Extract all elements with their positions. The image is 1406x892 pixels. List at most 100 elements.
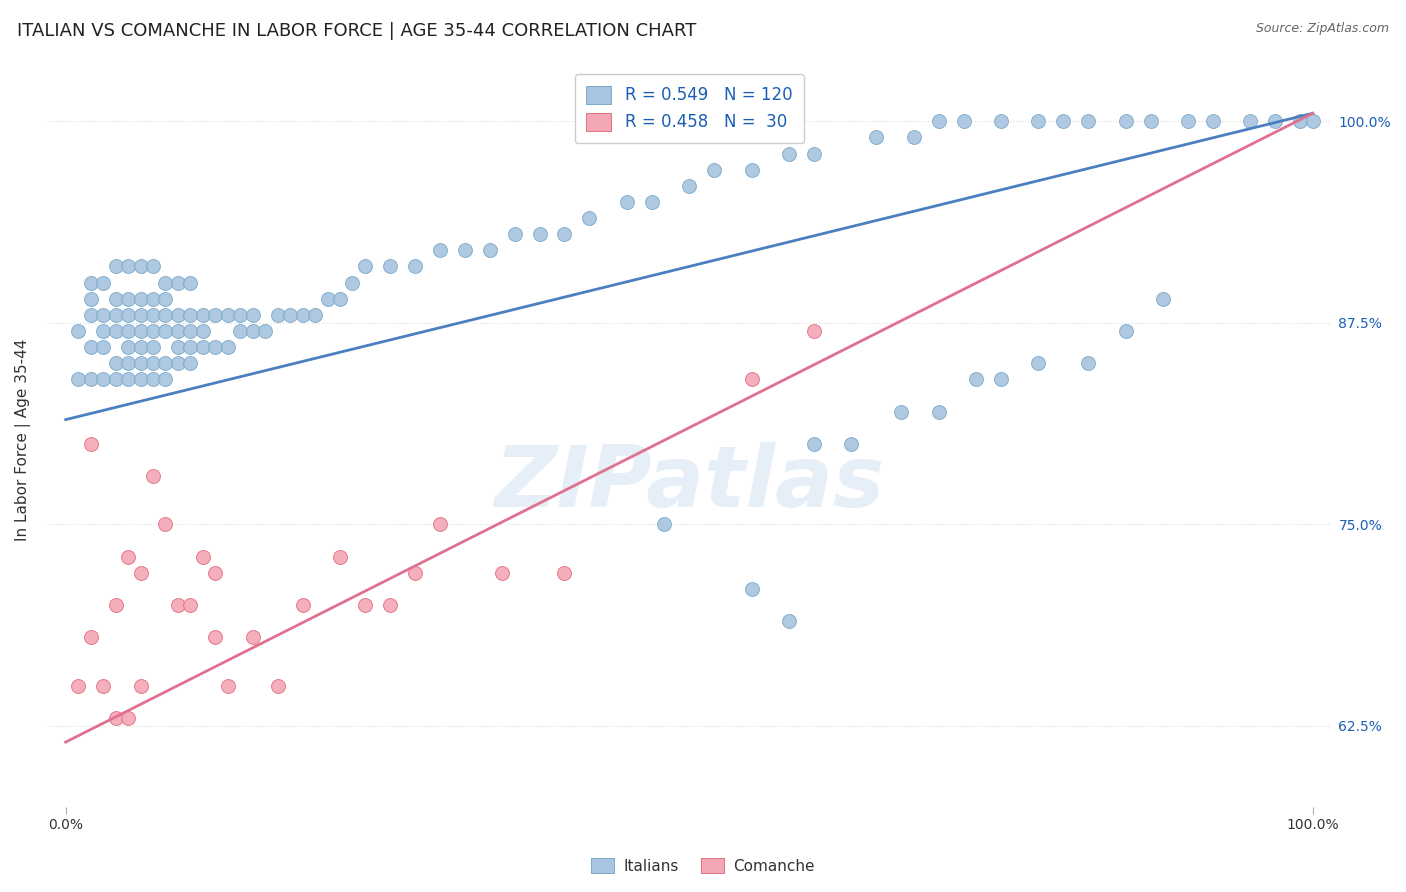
Point — [278, 308, 301, 322]
Point — [129, 566, 152, 580]
Point — [142, 372, 165, 386]
Point — [678, 178, 700, 193]
Point — [803, 437, 825, 451]
Point — [79, 276, 101, 290]
Point — [1028, 114, 1050, 128]
Point — [129, 356, 152, 370]
Point — [703, 162, 725, 177]
Point — [578, 211, 600, 225]
Point — [79, 630, 101, 644]
Point — [142, 308, 165, 322]
Point — [553, 566, 575, 580]
Point — [404, 260, 426, 274]
Point — [952, 114, 974, 128]
Point — [129, 679, 152, 693]
Point — [167, 598, 190, 612]
Point — [155, 372, 177, 386]
Point — [155, 324, 177, 338]
Point — [142, 356, 165, 370]
Point — [129, 260, 152, 274]
Point — [142, 260, 165, 274]
Point — [529, 227, 551, 242]
Point — [117, 356, 139, 370]
Point — [155, 308, 177, 322]
Point — [167, 276, 190, 290]
Point — [91, 276, 114, 290]
Text: Source: ZipAtlas.com: Source: ZipAtlas.com — [1256, 22, 1389, 36]
Point — [990, 372, 1012, 386]
Point — [990, 114, 1012, 128]
Point — [1202, 114, 1225, 128]
Point — [553, 227, 575, 242]
Point — [117, 549, 139, 564]
Point — [155, 292, 177, 306]
Point — [79, 372, 101, 386]
Point — [129, 308, 152, 322]
Point — [354, 598, 377, 612]
Point — [378, 260, 401, 274]
Point — [865, 130, 887, 145]
Point — [741, 162, 763, 177]
Point — [67, 679, 90, 693]
Point — [67, 324, 90, 338]
Point — [354, 260, 377, 274]
Point — [104, 711, 127, 725]
Point — [179, 356, 201, 370]
Point — [242, 308, 264, 322]
Point — [167, 356, 190, 370]
Point — [890, 404, 912, 418]
Point — [1289, 114, 1312, 128]
Point — [965, 372, 987, 386]
Point — [329, 549, 352, 564]
Point — [429, 517, 451, 532]
Point — [155, 517, 177, 532]
Point — [104, 308, 127, 322]
Point — [803, 146, 825, 161]
Point — [167, 324, 190, 338]
Point — [503, 227, 526, 242]
Legend: Italians, Comanche: Italians, Comanche — [585, 852, 821, 880]
Point — [803, 324, 825, 338]
Point — [179, 340, 201, 354]
Point — [291, 598, 314, 612]
Text: ZIPatlas: ZIPatlas — [494, 442, 884, 525]
Legend: R = 0.549   N = 120, R = 0.458   N =  30: R = 0.549 N = 120, R = 0.458 N = 30 — [575, 74, 804, 143]
Point — [454, 244, 477, 258]
Point — [104, 260, 127, 274]
Point — [191, 308, 214, 322]
Point — [91, 372, 114, 386]
Point — [155, 356, 177, 370]
Point — [242, 630, 264, 644]
Point — [142, 292, 165, 306]
Point — [142, 469, 165, 483]
Point — [1264, 114, 1286, 128]
Point — [404, 566, 426, 580]
Point — [179, 598, 201, 612]
Point — [79, 292, 101, 306]
Point — [1028, 356, 1050, 370]
Point — [191, 324, 214, 338]
Point — [129, 292, 152, 306]
Point — [204, 630, 226, 644]
Point — [616, 194, 638, 209]
Point — [117, 372, 139, 386]
Point — [129, 324, 152, 338]
Point — [229, 324, 252, 338]
Point — [104, 324, 127, 338]
Point — [378, 598, 401, 612]
Point — [291, 308, 314, 322]
Point — [104, 372, 127, 386]
Point — [652, 517, 675, 532]
Point — [242, 324, 264, 338]
Point — [1115, 114, 1137, 128]
Point — [117, 292, 139, 306]
Point — [117, 711, 139, 725]
Point — [641, 194, 664, 209]
Point — [104, 292, 127, 306]
Point — [1115, 324, 1137, 338]
Point — [1152, 292, 1174, 306]
Point — [304, 308, 326, 322]
Point — [155, 276, 177, 290]
Point — [79, 340, 101, 354]
Point — [91, 308, 114, 322]
